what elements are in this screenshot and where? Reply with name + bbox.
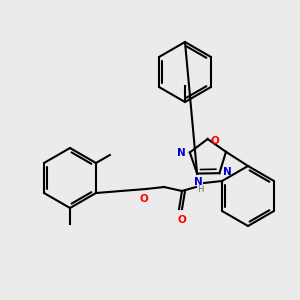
Text: H: H: [196, 184, 203, 194]
Text: O: O: [211, 136, 219, 146]
Text: O: O: [178, 215, 186, 225]
Text: O: O: [140, 194, 148, 204]
Text: N: N: [224, 167, 232, 177]
Text: N: N: [194, 177, 203, 187]
Text: N: N: [177, 148, 186, 158]
